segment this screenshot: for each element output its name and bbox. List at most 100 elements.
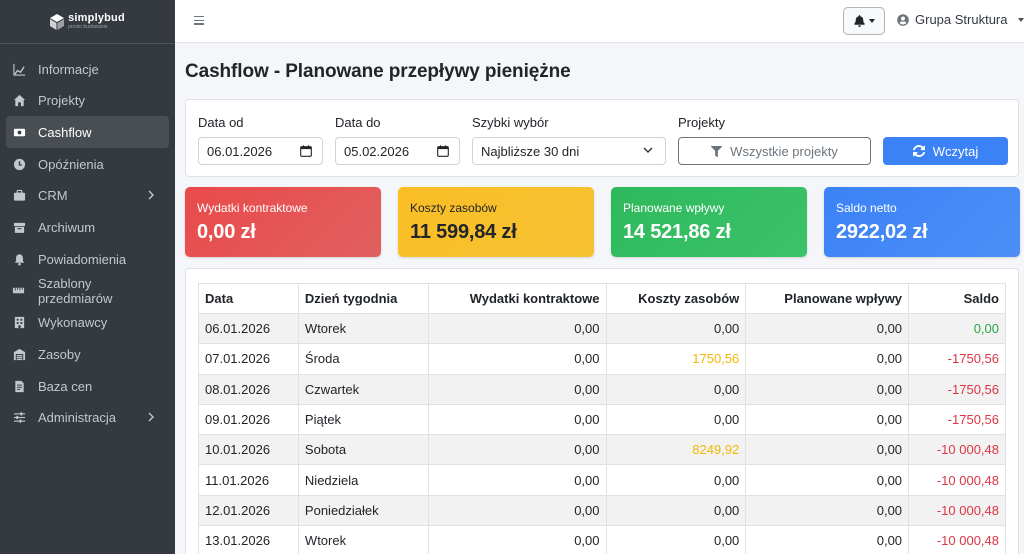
money-bill-icon xyxy=(12,125,26,139)
quick-select-group: Szybki wybór xyxy=(472,115,549,130)
sidebar: simplybud prosto budowanie Informacje Pro… xyxy=(0,0,175,554)
table-cell: 0,00 xyxy=(745,464,910,496)
column-header[interactable]: Planowane wpływy xyxy=(745,283,910,314)
stat-card-resource-costs: Koszty zasobów 11 599,84 zł xyxy=(398,187,594,257)
table-cell: Poniedziałek xyxy=(297,494,429,527)
table-cell: 0,00 xyxy=(908,312,1006,345)
table-cell: 0,00 xyxy=(745,312,910,345)
sidebar-item-baza-cen[interactable]: Baza cen xyxy=(6,370,169,402)
cashflow-table: Data Dzień tygodnia Wydatki kontraktowe … xyxy=(198,283,1006,554)
table-cell: 0,00 xyxy=(745,525,910,554)
column-header[interactable]: Dzień tygodnia xyxy=(297,283,429,314)
quick-select-value: Najbliższe 30 dni xyxy=(481,143,580,159)
sidebar-item-zasoby[interactable]: Zasoby xyxy=(6,338,169,370)
chevron-down-icon xyxy=(1017,17,1024,22)
stat-label: Wydatki kontraktowe xyxy=(197,201,308,215)
page-title: Cashflow - Planowane przepływy pieniężne xyxy=(185,61,571,82)
table-cell: Środa xyxy=(297,343,429,375)
load-button[interactable]: Wczytaj xyxy=(883,137,1008,165)
cube-logo-icon xyxy=(50,13,65,30)
table-cell: 0,00 xyxy=(427,494,607,527)
date-from-input[interactable]: 06.01.2026 xyxy=(198,137,323,165)
table-cell: 09.01.2026 xyxy=(198,403,299,436)
table-cell: 8249,92 xyxy=(605,434,747,466)
projects-filter-button[interactable]: Wszystkie projekty xyxy=(678,137,871,165)
sidebar-item-informacje[interactable]: Informacje xyxy=(6,53,169,85)
table-cell: -1750,56 xyxy=(908,373,1006,405)
table-cell: 08.01.2026 xyxy=(198,373,299,405)
calendar-icon[interactable] xyxy=(300,145,312,157)
table-row: 13.01.2026 Wtorek 0,00 0,00 0,00 -10 000,48 xyxy=(198,525,1006,554)
calendar-icon[interactable] xyxy=(437,145,449,157)
sidebar-item-archiwum[interactable]: Archiwum xyxy=(6,212,169,244)
sidebar-item-administracja[interactable]: Administracja xyxy=(6,402,169,434)
sidebar-item-szablony-przedmiarow[interactable]: Szablony przedmiarów xyxy=(6,275,169,307)
table-cell: -10 000,48 xyxy=(908,434,1006,466)
quick-select-label: Szybki wybór xyxy=(472,115,549,130)
date-from-group: Data od xyxy=(198,115,244,130)
sidebar-item-label: Baza cen xyxy=(38,378,93,394)
table-cell: 0,00 xyxy=(745,403,910,436)
date-from-label: Data od xyxy=(198,115,244,130)
sidebar-item-wykonawcy[interactable]: Wykonawcy xyxy=(6,307,169,339)
table-cell: Wtorek xyxy=(297,312,429,345)
table-cell: 07.01.2026 xyxy=(198,343,299,375)
table-cell: 0,00 xyxy=(745,494,910,527)
brand-name: simplybud xyxy=(68,12,125,24)
table-cell: 0,00 xyxy=(427,403,607,436)
table-cell: 13.01.2026 xyxy=(198,525,299,554)
stat-value: 2922,02 zł xyxy=(836,221,928,243)
sidebar-item-label: Opóźnienia xyxy=(38,156,104,172)
table-cell: 11.01.2026 xyxy=(198,464,299,496)
sidebar-item-label: Wykonawcy xyxy=(38,315,108,331)
user-name: Grupa Struktura xyxy=(915,12,1008,27)
date-to-input[interactable]: 05.02.2026 xyxy=(335,137,460,165)
stat-card-contract-expenses: Wydatki kontraktowe 0,00 zł xyxy=(185,187,381,257)
quick-select[interactable]: Najbliższe 30 dni xyxy=(472,137,666,165)
table-cell: Sobota xyxy=(297,434,429,466)
table-cell: 0,00 xyxy=(427,373,607,405)
cashflow-table-card: Data Dzień tygodnia Wydatki kontraktowe … xyxy=(185,268,1019,554)
sidebar-item-opoznienia[interactable]: Opóźnienia xyxy=(6,148,169,180)
table-cell: -1750,56 xyxy=(908,343,1006,375)
sidebar-item-cashflow[interactable]: Cashflow xyxy=(6,116,169,149)
table-cell: 0,00 xyxy=(427,525,607,554)
projects-label: Projekty xyxy=(678,115,725,130)
table-cell: 0,00 xyxy=(605,373,747,405)
building-icon xyxy=(12,316,26,330)
brand-tagline: prosto budowanie xyxy=(68,24,108,30)
briefcase-icon xyxy=(12,189,26,203)
column-header[interactable]: Wydatki kontraktowe xyxy=(427,283,607,314)
hamburger-menu-icon[interactable] xyxy=(194,16,204,25)
table-header-row: Data Dzień tygodnia Wydatki kontraktowe … xyxy=(198,283,1006,314)
stat-label: Saldo netto xyxy=(836,201,897,215)
table-row: 06.01.2026 Wtorek 0,00 0,00 0,00 0,00 xyxy=(198,312,1006,345)
table-cell: Wtorek xyxy=(297,525,429,554)
notifications-button[interactable] xyxy=(843,7,885,35)
table-cell: -10 000,48 xyxy=(908,494,1006,527)
table-row: 11.01.2026 Niedziela 0,00 0,00 0,00 -10 000,4… xyxy=(198,464,1006,496)
table-body: 06.01.2026 Wtorek 0,00 0,00 0,00 0,00 07.01.20… xyxy=(198,312,1006,554)
sidebar-item-label: Powiadomienia xyxy=(38,251,127,267)
table-cell: 0,00 xyxy=(745,373,910,405)
home-icon xyxy=(12,94,26,108)
date-from-value: 06.01.2026 xyxy=(207,143,273,159)
column-header[interactable]: Data xyxy=(198,283,299,314)
sidebar-item-powiadomienia[interactable]: Powiadomienia xyxy=(6,243,169,275)
chevron-right-icon xyxy=(147,189,155,201)
sidebar-item-projekty[interactable]: Projekty xyxy=(6,85,169,117)
user-menu[interactable]: Grupa Struktura xyxy=(897,12,1024,27)
column-header[interactable]: Koszty zasobów xyxy=(605,283,747,314)
date-to-value: 05.02.2026 xyxy=(344,143,410,159)
brand[interactable]: simplybud prosto budowanie xyxy=(0,0,175,44)
chevron-down-icon xyxy=(643,147,653,154)
table-cell: 12.01.2026 xyxy=(198,494,299,527)
sidebar-item-crm[interactable]: CRM xyxy=(6,180,169,212)
warehouse-icon xyxy=(12,347,26,361)
table-cell: -10 000,48 xyxy=(908,464,1006,496)
table-cell: 06.01.2026 xyxy=(198,312,299,345)
table-row: 08.01.2026 Czwartek 0,00 0,00 0,00 -1750,56 xyxy=(198,373,1006,405)
brand-text: simplybud prosto budowanie xyxy=(68,13,125,30)
column-header[interactable]: Saldo xyxy=(908,283,1006,314)
brand-logo: simplybud prosto budowanie xyxy=(50,13,125,30)
